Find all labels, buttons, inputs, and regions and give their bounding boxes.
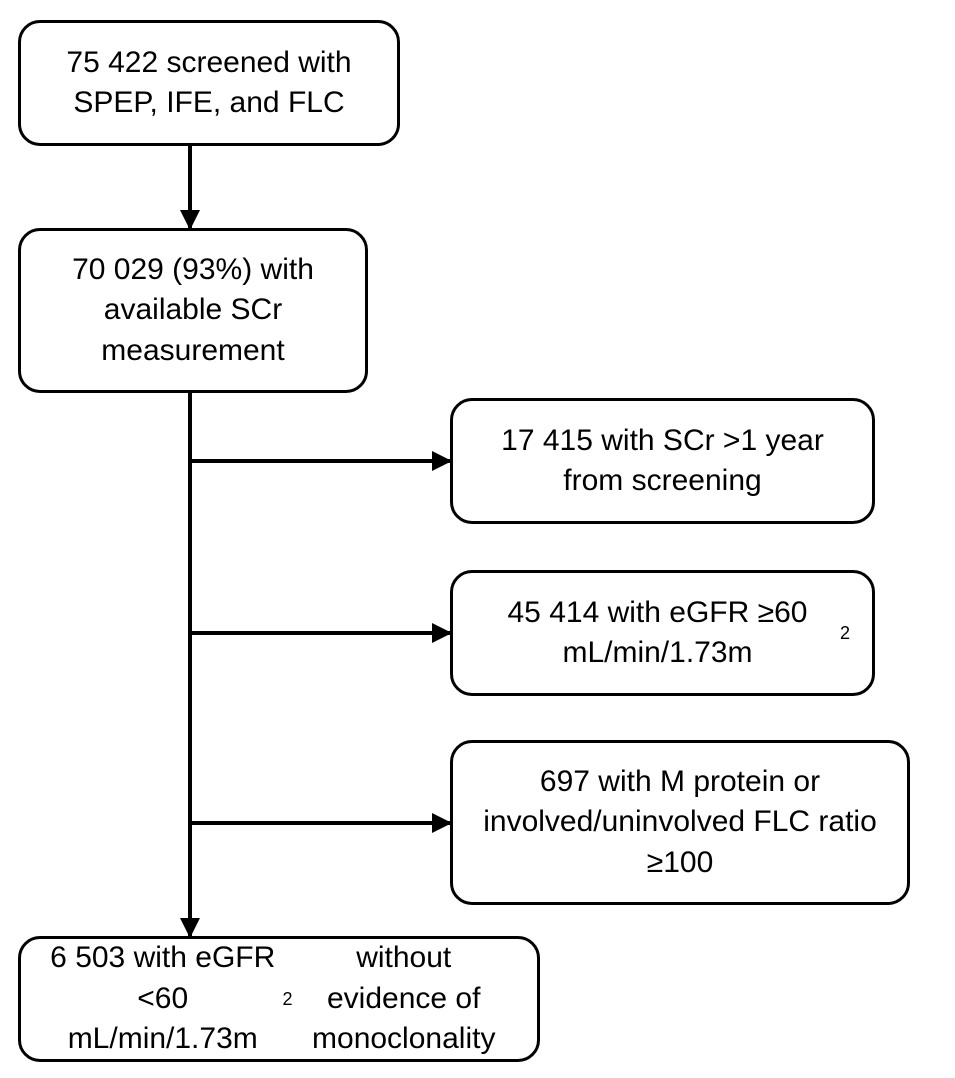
flow-box-egfr-ge60: 45 414 with eGFR ≥60 mL/min/1.73m2 <box>450 570 875 696</box>
flow-box-scr-gt1year: 17 415 with SCr >1 year from screening <box>450 398 875 524</box>
flow-box-mprotein: 697 with M protein or involved/uninvolve… <box>450 740 910 905</box>
flow-connectors <box>0 0 955 1078</box>
flow-box-screened: 75 422 screened with SPEP, IFE, and FLC <box>18 20 400 146</box>
flow-box-egfr-lt60: 6 503 with eGFR <60 mL/min/1.73m2 withou… <box>18 936 540 1062</box>
flow-box-scr-available: 70 029 (93%) with available SCr measurem… <box>18 228 368 393</box>
